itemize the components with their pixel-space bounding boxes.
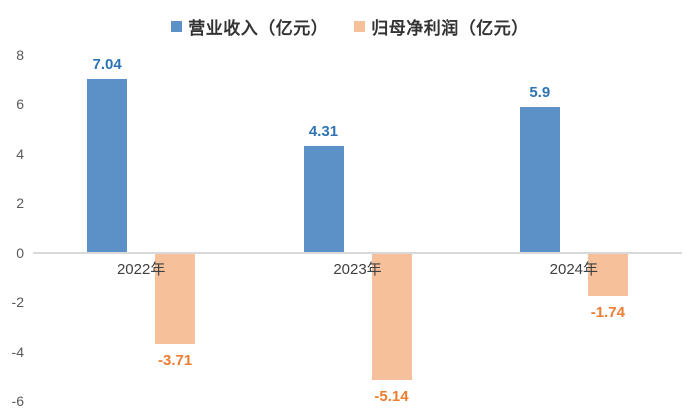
legend-label-revenue: 营业收入（亿元）	[188, 19, 329, 38]
legend-label-net-profit: 归母净利润（亿元）	[371, 19, 529, 38]
value-label-net-profit-2023年: -5.14	[374, 387, 409, 405]
y-tick-label-4: 4	[16, 145, 24, 162]
bar-revenue-2024年	[519, 106, 560, 252]
value-label-revenue-2023年: 4.31	[308, 123, 339, 141]
y-tick-label--2: -2	[11, 294, 24, 311]
value-label-net-profit-2022年: -3.71	[158, 352, 193, 370]
y-tick-label--6: -6	[11, 393, 24, 409]
bar-net-profit-2022年	[155, 253, 196, 345]
legend-swatch-net-profit-icon	[354, 21, 366, 32]
bar-revenue-2023年	[303, 146, 344, 252]
legend-item-net-profit: 归母净利润（亿元）	[354, 14, 529, 39]
bar-net-profit-2024年	[587, 253, 628, 296]
y-tick-label-0: 0	[16, 244, 24, 261]
legend-swatch-revenue-icon	[171, 21, 183, 32]
value-label-revenue-2024年: 5.9	[529, 83, 551, 101]
x-category-label-2024年: 2024年	[549, 260, 599, 278]
bar-revenue-2022年	[87, 78, 128, 252]
legend-item-revenue: 营业收入（亿元）	[171, 14, 328, 39]
zero-axis-line	[33, 251, 682, 254]
x-category-label-2023年: 2023年	[333, 260, 382, 278]
y-tick-label-2: 2	[16, 195, 24, 212]
x-category-label-2022年: 2022年	[116, 260, 166, 278]
chart-legend: 营业收入（亿元） 归母净利润（亿元）	[0, 14, 700, 39]
bar-net-profit-2023年	[371, 253, 412, 380]
value-label-net-profit-2024年: -1.74	[590, 303, 625, 321]
value-label-revenue-2022年: 7.04	[92, 55, 122, 73]
y-tick-label-6: 6	[16, 96, 24, 113]
y-tick-label--4: -4	[11, 343, 24, 360]
y-tick-label-8: 8	[16, 47, 24, 63]
